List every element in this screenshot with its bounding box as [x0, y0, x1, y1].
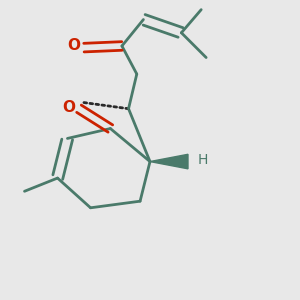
Text: O: O — [63, 100, 76, 115]
Polygon shape — [150, 154, 188, 169]
Text: H: H — [198, 153, 208, 167]
Text: O: O — [67, 38, 80, 53]
